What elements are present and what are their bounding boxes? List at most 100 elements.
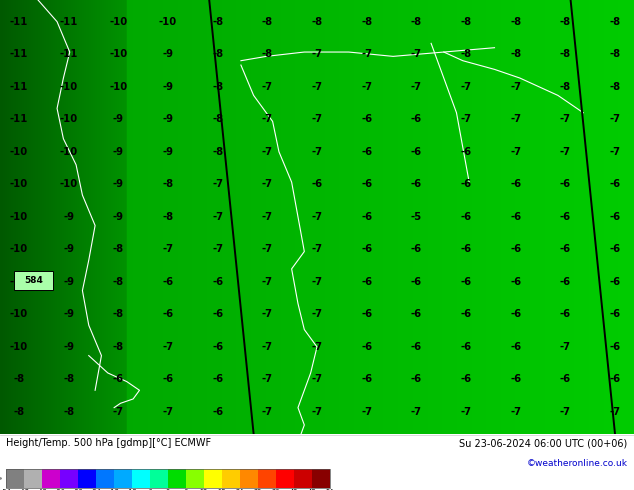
Text: ©weatheronline.co.uk: ©weatheronline.co.uk xyxy=(527,459,628,468)
Text: -7: -7 xyxy=(609,114,621,124)
Text: -11: -11 xyxy=(60,17,78,26)
Text: -9: -9 xyxy=(63,309,74,319)
Text: -6: -6 xyxy=(460,179,472,189)
Text: -9: -9 xyxy=(113,147,124,157)
Text: -8: -8 xyxy=(560,17,571,26)
Text: -6: -6 xyxy=(609,342,621,352)
Text: -8: -8 xyxy=(113,309,124,319)
Text: -6: -6 xyxy=(460,374,472,385)
Text: -7: -7 xyxy=(411,49,422,59)
Text: -6: -6 xyxy=(361,277,372,287)
Text: -7: -7 xyxy=(162,407,174,417)
Text: -7: -7 xyxy=(262,309,273,319)
Text: -10: -10 xyxy=(10,245,28,254)
Text: -6: -6 xyxy=(411,114,422,124)
Text: -6: -6 xyxy=(609,179,621,189)
Text: -7: -7 xyxy=(212,179,223,189)
Text: -7: -7 xyxy=(560,342,571,352)
Text: -10: -10 xyxy=(10,309,28,319)
Text: -6: -6 xyxy=(609,277,621,287)
Text: -7: -7 xyxy=(311,245,323,254)
Text: -10: -10 xyxy=(10,212,28,222)
Text: -7: -7 xyxy=(460,82,472,92)
Text: -8: -8 xyxy=(510,49,521,59)
Text: -9: -9 xyxy=(113,212,124,222)
Text: -7: -7 xyxy=(361,49,372,59)
Text: -8: -8 xyxy=(609,17,621,26)
Text: -7: -7 xyxy=(262,342,273,352)
Text: -7: -7 xyxy=(262,114,273,124)
Text: -8: -8 xyxy=(361,17,372,26)
Text: -6: -6 xyxy=(609,245,621,254)
Text: -6: -6 xyxy=(609,309,621,319)
Text: -10: -10 xyxy=(60,147,78,157)
Text: -8: -8 xyxy=(113,277,124,287)
Text: -6: -6 xyxy=(162,277,174,287)
Text: -6: -6 xyxy=(212,309,223,319)
Bar xyxy=(78,468,96,489)
Text: -11: -11 xyxy=(60,49,78,59)
Text: -7: -7 xyxy=(311,147,323,157)
Text: -7: -7 xyxy=(510,147,521,157)
FancyBboxPatch shape xyxy=(14,270,53,290)
Text: -10: -10 xyxy=(60,179,78,189)
Text: -8: -8 xyxy=(212,147,223,157)
Text: -11: -11 xyxy=(10,82,28,92)
Text: -6: -6 xyxy=(510,212,521,222)
Text: -7: -7 xyxy=(311,407,323,417)
Text: -10: -10 xyxy=(60,114,78,124)
Text: -8: -8 xyxy=(411,17,422,26)
Text: -6: -6 xyxy=(560,277,571,287)
Bar xyxy=(42,468,60,489)
Text: -5: -5 xyxy=(411,212,422,222)
Text: -7: -7 xyxy=(311,114,323,124)
Text: -6: -6 xyxy=(460,309,472,319)
Text: -7: -7 xyxy=(262,407,273,417)
Text: -11: -11 xyxy=(10,17,28,26)
Text: -6: -6 xyxy=(411,374,422,385)
Text: -9: -9 xyxy=(63,245,74,254)
Text: -7: -7 xyxy=(609,147,621,157)
Text: -8: -8 xyxy=(311,17,323,26)
Text: -7: -7 xyxy=(560,407,571,417)
Text: -7: -7 xyxy=(411,82,422,92)
Text: -8: -8 xyxy=(460,17,472,26)
Text: -6: -6 xyxy=(460,342,472,352)
Text: -7: -7 xyxy=(262,245,273,254)
Text: Su 23-06-2024 06:00 UTC (00+06): Su 23-06-2024 06:00 UTC (00+06) xyxy=(460,438,628,448)
Text: -11: -11 xyxy=(10,49,28,59)
Text: -8: -8 xyxy=(560,49,571,59)
Text: -10: -10 xyxy=(159,17,177,26)
Text: -7: -7 xyxy=(262,147,273,157)
Text: -9: -9 xyxy=(63,342,74,352)
Bar xyxy=(60,468,78,489)
Text: -10: -10 xyxy=(109,82,127,92)
Text: -8: -8 xyxy=(212,49,223,59)
Text: -8: -8 xyxy=(609,49,621,59)
Bar xyxy=(114,468,132,489)
Text: -10: -10 xyxy=(10,277,28,287)
Text: -8: -8 xyxy=(162,179,174,189)
Text: Height/Temp. 500 hPa [gdmp][°C] ECMWF: Height/Temp. 500 hPa [gdmp][°C] ECMWF xyxy=(6,438,212,448)
Text: -6: -6 xyxy=(212,407,223,417)
Text: -7: -7 xyxy=(311,374,323,385)
Text: -7: -7 xyxy=(212,245,223,254)
Text: -7: -7 xyxy=(311,212,323,222)
Text: -6: -6 xyxy=(460,212,472,222)
Text: -9: -9 xyxy=(162,49,174,59)
Text: -6: -6 xyxy=(560,179,571,189)
Text: -6: -6 xyxy=(361,147,372,157)
Text: -8: -8 xyxy=(212,17,223,26)
Text: -9: -9 xyxy=(113,179,124,189)
Text: -6: -6 xyxy=(361,309,372,319)
Text: -7: -7 xyxy=(311,309,323,319)
Text: -7: -7 xyxy=(560,114,571,124)
Text: -6: -6 xyxy=(560,245,571,254)
Text: -6: -6 xyxy=(609,374,621,385)
Text: -7: -7 xyxy=(311,82,323,92)
Text: -6: -6 xyxy=(162,309,174,319)
Bar xyxy=(222,468,240,489)
Text: -8: -8 xyxy=(510,17,521,26)
Text: -6: -6 xyxy=(609,212,621,222)
Text: -6: -6 xyxy=(510,277,521,287)
